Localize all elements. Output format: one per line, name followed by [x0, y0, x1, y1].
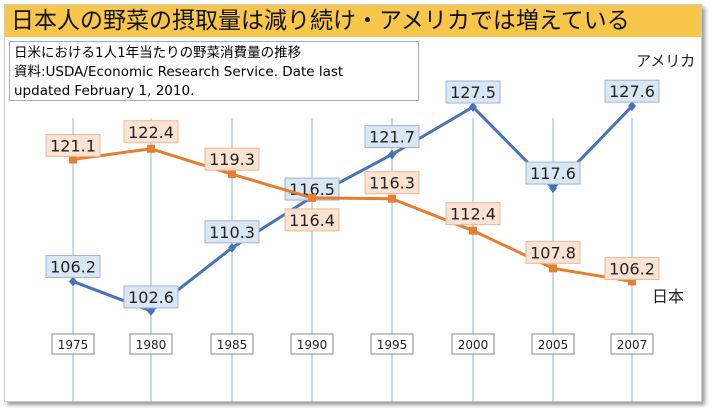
source-note: 日米における1人1年当たりの野菜消費量の推移 資料:USDA/Economic …	[9, 41, 419, 101]
year-label: 1975	[58, 338, 89, 352]
data-label: 107.8	[530, 243, 576, 262]
data-label: 127.5	[450, 83, 496, 102]
year-label-box	[210, 333, 254, 355]
data-point	[69, 155, 77, 164]
data-label: 110.3	[209, 223, 255, 242]
year-label: 1985	[217, 338, 248, 352]
data-label: 122.4	[128, 123, 174, 142]
data-label-box	[525, 240, 581, 264]
data-label-box	[525, 161, 581, 185]
data-label: 117.6	[530, 164, 576, 183]
data-label: 127.6	[609, 82, 655, 101]
data-label: 121.1	[50, 136, 96, 155]
data-label-box	[604, 256, 660, 280]
data-point	[628, 277, 636, 286]
legend-japan: 日本	[652, 287, 684, 306]
note-line: 資料:USDA/Economic Research Service. Date …	[14, 64, 344, 80]
data-point	[469, 102, 477, 112]
year-label-box	[451, 333, 495, 355]
year-label: 2007	[617, 338, 648, 352]
year-label: 1990	[297, 338, 328, 352]
data-label-box	[604, 79, 660, 103]
year-label: 1980	[136, 338, 167, 352]
data-point	[228, 170, 236, 179]
year-label: 2005	[538, 338, 569, 352]
data-label: 116.3	[369, 174, 415, 193]
data-point	[228, 242, 236, 253]
data-label: 102.6	[128, 288, 174, 307]
data-point	[388, 194, 396, 203]
data-label: 119.3	[209, 150, 255, 169]
legend-usa: アメリカ	[636, 52, 695, 70]
year-label-box	[370, 333, 414, 355]
data-point	[469, 226, 477, 235]
data-point	[628, 101, 636, 112]
data-point	[388, 149, 396, 160]
data-label: 106.2	[50, 257, 96, 276]
year-label-box	[610, 333, 654, 355]
data-label: 112.4	[450, 205, 496, 224]
data-label-box	[45, 254, 101, 278]
data-point	[69, 276, 77, 287]
chart-title: 日本人の野菜の摂取量は減り続け・アメリカでは増えている	[5, 5, 701, 37]
data-point	[549, 183, 557, 194]
year-label-box	[531, 333, 575, 355]
data-label-box	[45, 133, 101, 157]
data-label-box	[284, 208, 340, 232]
data-point	[549, 264, 557, 273]
note-line: updated February 1, 2010.	[14, 83, 195, 99]
note-line: 日米における1人1年当たりの野菜消費量の推移	[14, 45, 302, 61]
year-label: 1995	[377, 338, 408, 352]
data-label: 116.4	[289, 211, 335, 230]
data-label-box	[204, 147, 260, 171]
year-label-box	[129, 333, 173, 355]
data-label-box	[364, 125, 420, 149]
data-label-box	[123, 120, 179, 144]
data-label-box	[123, 285, 179, 309]
year-label: 2000	[458, 338, 489, 352]
data-label-box	[445, 202, 501, 226]
year-label-box	[51, 333, 95, 355]
chart-frame: 日本人の野菜の摂取量は減り続け・アメリカでは増えている 日米における1人1年当た…	[4, 4, 702, 402]
data-label-box	[204, 220, 260, 244]
year-label-box	[290, 333, 334, 355]
data-label-box	[445, 80, 501, 104]
data-point	[147, 144, 155, 153]
data-label: 106.2	[609, 259, 655, 278]
data-point	[308, 193, 316, 202]
data-label: 121.7	[369, 128, 415, 147]
data-label-box	[364, 171, 420, 195]
